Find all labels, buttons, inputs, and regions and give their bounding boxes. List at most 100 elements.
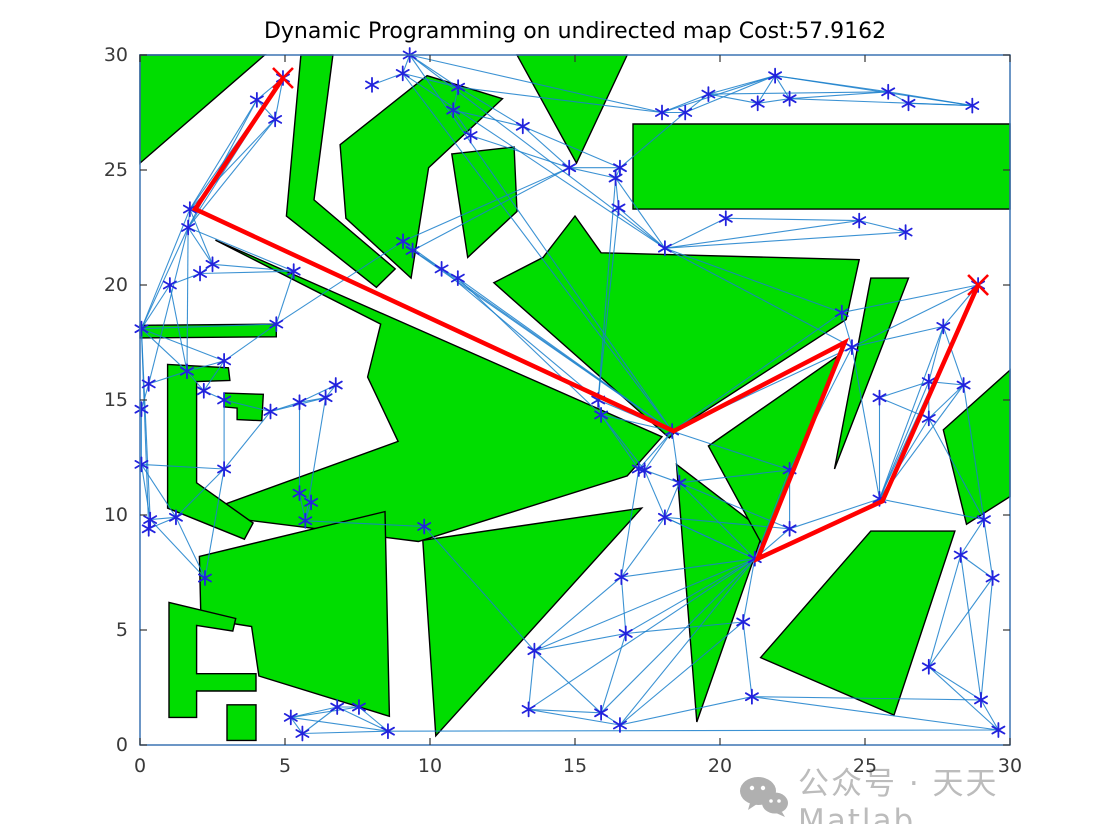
graph-edge [175, 468, 225, 518]
graph-node [976, 511, 991, 528]
graph-node [181, 219, 196, 236]
graph-edge [708, 75, 776, 95]
graph-edge [878, 381, 930, 500]
x-tick-label: 25 [853, 755, 877, 777]
graph-edge [409, 54, 459, 88]
graph-node [463, 127, 478, 144]
graph-node [611, 200, 626, 216]
graph-edge [980, 577, 994, 700]
graph-edge [619, 696, 753, 726]
graph-edge [402, 167, 570, 242]
graph-node [594, 704, 609, 721]
graph-node [446, 102, 461, 119]
obstacle-big-rectangle-top-right [632, 123, 1011, 210]
graph-edge [150, 516, 177, 521]
graph-edge [851, 284, 979, 348]
graph-edge [457, 277, 673, 432]
watermark-text: 公众号 · 天天Matlab [798, 766, 999, 824]
graph-node [612, 717, 627, 733]
graph-edge [597, 177, 617, 401]
obstacle-hexagon-block [339, 74, 504, 280]
graph-edge [186, 227, 189, 372]
graph-node [295, 725, 310, 742]
y-tick-label: 5 [116, 619, 128, 641]
graph-edge [960, 519, 985, 556]
graph-node [744, 688, 759, 705]
graph-node [268, 111, 283, 128]
graph-edge [983, 519, 994, 579]
graph-edge [528, 708, 602, 714]
graph-edge [522, 125, 570, 169]
graph-edge [928, 554, 962, 667]
graph-node [608, 170, 623, 186]
graph-edge [336, 706, 389, 732]
graph-node [365, 77, 379, 93]
graph-edge [664, 482, 680, 518]
graph-edge [928, 384, 964, 419]
graph-edge [942, 326, 965, 386]
graph-node [657, 240, 672, 257]
graph-edge [302, 730, 389, 735]
graph-node [434, 260, 449, 277]
graph-edge [878, 326, 944, 500]
x-tick-label: 15 [563, 755, 587, 777]
graph-edge [298, 492, 306, 521]
graph-node [678, 104, 693, 121]
graph-edge [620, 468, 640, 578]
graph-edge [928, 577, 994, 668]
graph-edge [409, 54, 663, 114]
graph-node [974, 692, 988, 708]
graph-node [180, 363, 194, 380]
graph-edge [908, 102, 973, 107]
obstacle-e-shape-bottom-left [168, 601, 257, 719]
graph-edge [621, 558, 755, 578]
graph-edge [423, 526, 535, 652]
graph-edge [412, 167, 570, 251]
graph-node [417, 518, 432, 535]
graph-edge [664, 231, 906, 249]
graph-edge [851, 347, 881, 499]
graph-edge [187, 226, 294, 272]
graph-edge [187, 227, 213, 265]
graph-node [953, 547, 968, 563]
graph-edge [402, 72, 666, 249]
graph-node [196, 382, 211, 399]
graph-edge [175, 517, 206, 579]
graph-node [985, 570, 1000, 586]
graph-node [898, 224, 913, 241]
graph-node [304, 494, 319, 511]
graph-node [921, 410, 936, 427]
graph-edge [470, 134, 570, 169]
goal-marker [967, 274, 990, 296]
graph-edge [708, 93, 758, 104]
graph-node [450, 270, 465, 287]
graph-edge [199, 270, 294, 275]
graph-edge [304, 502, 312, 521]
graph-edge [789, 498, 880, 530]
graph-edge [452, 109, 472, 136]
graph-edge [664, 220, 860, 249]
graph-edge [742, 558, 756, 623]
graph-node [134, 456, 149, 473]
graph-node [134, 401, 149, 418]
graph-edge [534, 632, 626, 652]
graph-edge [189, 208, 214, 265]
graph-edge [140, 464, 177, 518]
graph-node [328, 377, 343, 393]
graph-node [162, 277, 177, 293]
graph-node [298, 512, 313, 529]
graph-edge [186, 370, 205, 392]
graph-edge [664, 217, 727, 249]
graph-edge [841, 284, 979, 314]
graph-edge [141, 463, 225, 470]
graph-node [515, 118, 530, 135]
graph-edge [528, 708, 621, 726]
graph-edge [625, 558, 756, 634]
graph-edge [774, 75, 791, 99]
graph-edge [528, 650, 535, 710]
graph-edge [664, 247, 853, 348]
graph-edge [960, 554, 982, 700]
graph-nodes-layer [134, 47, 1006, 742]
graph-node [612, 159, 627, 176]
graph-edge [402, 73, 673, 432]
